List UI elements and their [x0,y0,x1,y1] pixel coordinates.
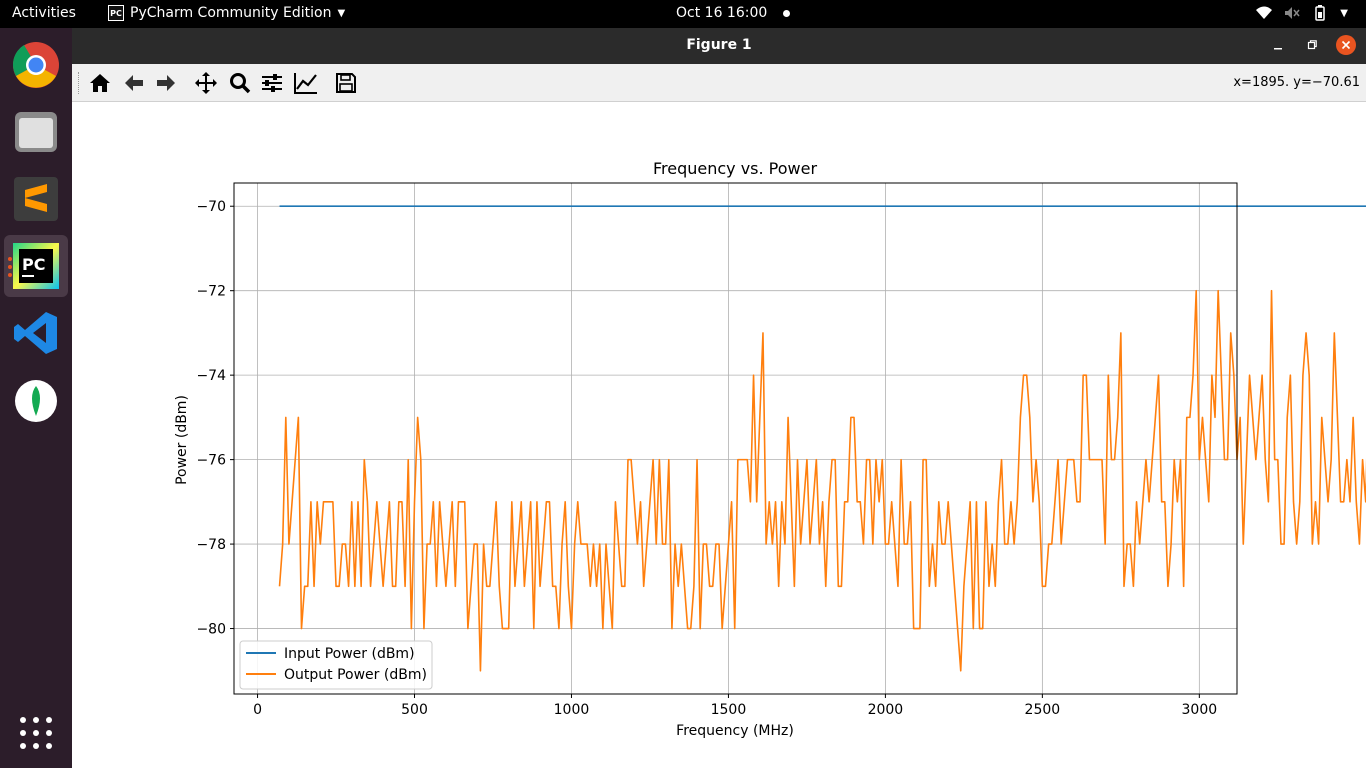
sublime-text-icon [14,177,58,221]
dock-item-show-apps[interactable] [4,702,68,764]
chrome-icon [12,42,59,88]
notification-dot-icon [783,9,791,17]
dock-item-files[interactable] [4,100,68,162]
window-controls [1268,35,1356,55]
chevron-down-icon: ▼ [337,7,346,19]
home-icon [90,74,110,92]
legend-box [239,640,433,690]
app-menu-label: PyCharm Community Edition [130,5,332,21]
dock-item-pycharm[interactable]: PC [4,235,68,297]
y-tick-label: −76 [196,453,226,469]
y-tick-label: −70 [196,199,226,215]
y-tick-label: −74 [196,368,226,384]
back-button[interactable] [120,69,148,97]
magnifier-icon [230,73,251,94]
legend: Input Power (dBm) Output Power (dBm) [239,640,433,690]
configure-subplots-button[interactable] [258,69,286,97]
x-tick-label: 2000 [868,702,904,718]
dock: PC [0,28,72,768]
edit-axes-button[interactable] [292,69,320,97]
x-tick-label: 0 [253,702,262,718]
legend-label-input-power: Input Power (dBm) [284,646,415,662]
x-tick-label: 1000 [554,702,590,718]
running-indicator [8,257,12,277]
minimize-button[interactable] [1268,35,1288,55]
x-tick-label: 1500 [711,702,747,718]
wifi-icon [1256,6,1273,19]
mongodb-compass-icon [15,380,57,422]
legend-label-output-power: Output Power (dBm) [284,667,427,683]
activities-button[interactable]: Activities [12,5,76,21]
pan-button[interactable] [192,69,220,97]
app-menu[interactable]: PC PyCharm Community Edition ▼ [108,5,345,21]
show-apps-icon [20,717,52,749]
top-bar: Activities PC PyCharm Community Edition … [0,0,1366,28]
window-title: Figure 1 [686,37,752,53]
sliders-icon [262,74,282,92]
x-tick-label: 500 [401,702,428,718]
figure-toolbar: x=1895. y=−70.61 [72,64,1366,102]
chart-title: Frequency vs. Power [653,159,818,178]
window-titlebar[interactable]: Figure 1 [72,28,1366,64]
chevron-down-icon: ▼ [1340,7,1348,19]
home-button[interactable] [86,69,114,97]
dock-item-vscode[interactable] [4,302,68,364]
figure-canvas[interactable]: Frequency vs. Power 0 500 1000 1500 2000 2500… [72,102,1366,768]
y-tick-label: −72 [196,284,226,300]
plot-frame [233,182,1238,695]
clock[interactable]: Oct 16 16:00 [676,5,791,21]
dock-item-sublime[interactable] [4,168,68,230]
cursor-coordinates: x=1895. y=−70.61 [1233,75,1360,90]
arrow-left-icon [125,75,143,91]
save-button[interactable] [332,69,360,97]
dock-item-chrome[interactable] [4,34,68,96]
y-tick-label: −80 [196,622,226,638]
maximize-button[interactable] [1302,35,1322,55]
series-layer [278,205,1366,672]
y-axis-label: Power (dBm) [174,395,190,485]
volume-muted-icon [1285,7,1300,19]
arrow-right-icon [157,75,175,91]
restore-icon [1307,40,1317,50]
move-icon [195,72,217,94]
dock-item-mongodb[interactable] [4,370,68,432]
y-tick-label: −78 [196,537,226,553]
minimize-icon [1274,48,1282,50]
clock-label: Oct 16 16:00 [676,5,768,21]
zoom-button[interactable] [226,69,254,97]
series-line-output-power [278,289,1366,672]
pycharm-icon-label: PC [22,255,45,274]
toolbar-grip [78,72,80,94]
y-axis-ticks: −80 −78 −76 −74 −72 −70 [196,199,234,638]
line-chart-icon [294,73,317,94]
system-tray[interactable]: ▼ [1256,5,1348,21]
battery-icon [1315,5,1326,21]
x-axis-label: Frequency (MHz) [676,723,794,739]
close-icon [1341,40,1351,50]
close-button[interactable] [1336,35,1356,55]
files-icon [15,112,57,152]
chart[interactable]: Frequency vs. Power 0 500 1000 1500 2000 2500… [72,102,1366,768]
pycharm-icon: PC [13,243,59,289]
x-tick-label: 2500 [1025,702,1061,718]
vscode-icon [14,312,57,354]
x-axis-ticks: 0 500 1000 1500 2000 2500 3000 [253,694,1217,718]
floppy-disk-icon [336,73,356,93]
pycharm-small-icon: PC [108,5,124,21]
x-tick-label: 3000 [1182,702,1218,718]
forward-button[interactable] [152,69,180,97]
